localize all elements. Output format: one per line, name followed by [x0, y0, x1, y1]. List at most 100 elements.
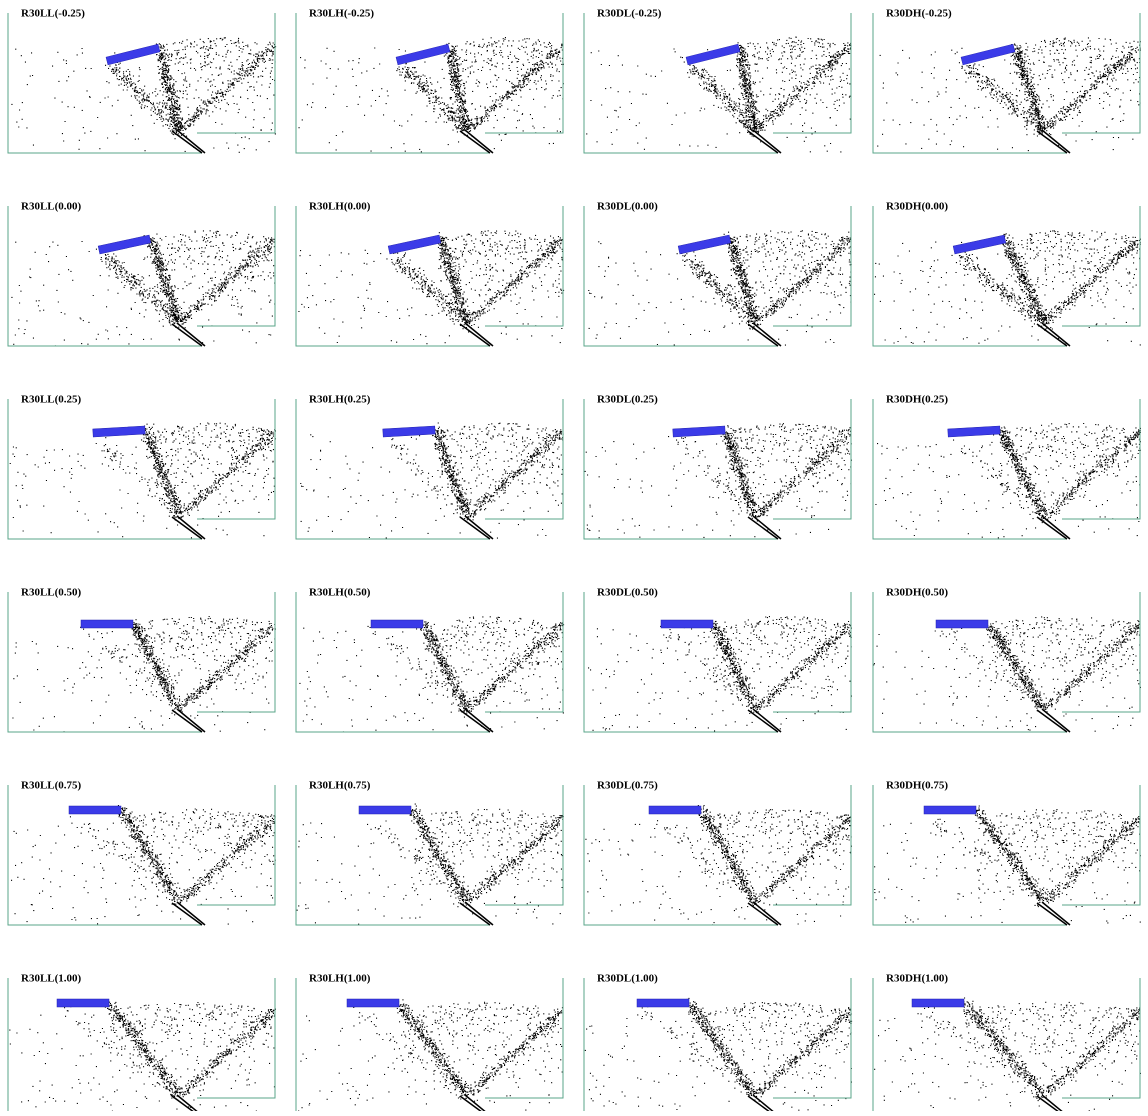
particles: [588, 231, 852, 345]
panel: R30DL(0.50): [584, 587, 852, 732]
panel: R30LL(-0.25): [8, 8, 276, 153]
plate: [948, 426, 1000, 437]
panel-label: R30DL(0.25): [597, 394, 658, 406]
container-frame: [873, 206, 1140, 346]
panel: R30DL(0.00): [584, 201, 852, 346]
container-frame: [873, 978, 1140, 1111]
page: {"rows": [ ["R30LL(-0.25)", "R30LH(-0.25…: [0, 0, 1148, 1111]
plate: [371, 620, 423, 628]
panel: R30LH(1.00): [296, 973, 564, 1111]
particles: [12, 617, 276, 732]
container-frame: [296, 206, 563, 346]
plate: [93, 426, 145, 437]
plate: [98, 235, 151, 254]
panel: R30DL(0.25): [584, 394, 852, 539]
chute: [460, 1095, 493, 1111]
container-frame: [8, 592, 275, 732]
plate: [69, 806, 121, 814]
plate: [347, 999, 399, 1007]
panel: R30DL(-0.25): [584, 8, 852, 153]
panel-label: R30DL(0.50): [597, 587, 658, 599]
panel: R30DH(0.75): [873, 780, 1141, 925]
plate: [961, 44, 1015, 65]
panel: R30LH(0.75): [296, 780, 564, 925]
container-frame: [584, 785, 851, 925]
panel-label: R30DH(0.50): [886, 587, 948, 599]
particles: [585, 424, 852, 538]
panel-label: R30LH(0.00): [309, 201, 371, 213]
plate: [924, 806, 976, 814]
particles: [875, 424, 1141, 538]
particles: [11, 231, 275, 346]
panel-label: R30DH(1.00): [886, 973, 948, 985]
panel: R30LH(0.00): [296, 201, 564, 346]
particles: [300, 423, 563, 538]
container-frame: [873, 785, 1140, 925]
container-frame: [8, 13, 275, 153]
figure: R30LL(-0.25) R30LH(-0.25) R30DL(-0.25) R30D…: [0, 0, 1148, 1111]
panel: R30LL(0.75): [8, 780, 276, 925]
panel-label: R30DL(1.00): [597, 973, 658, 985]
particles: [9, 1001, 276, 1111]
container-frame: [296, 13, 563, 153]
panel-label: R30LL(0.75): [21, 780, 82, 792]
plate: [912, 999, 964, 1007]
panel: R30LH(0.50): [296, 587, 564, 732]
panel-label: R30LL(-0.25): [21, 8, 85, 20]
chute: [748, 1095, 781, 1111]
container-frame: [873, 13, 1140, 153]
panel: R30DH(-0.25): [873, 8, 1141, 153]
plate: [396, 44, 450, 65]
plate: [637, 999, 689, 1007]
container-frame: [296, 785, 563, 925]
particles: [588, 617, 852, 731]
panel-label: R30DH(-0.25): [886, 8, 952, 20]
panel-label: R30LL(1.00): [21, 973, 82, 985]
panel-label: R30DH(0.00): [886, 201, 948, 213]
plate: [388, 235, 441, 254]
panel-label: R30LH(0.50): [309, 587, 371, 599]
particles: [874, 998, 1141, 1111]
container-frame: [8, 399, 275, 539]
container-frame: [584, 13, 851, 153]
plate: [106, 44, 160, 65]
particles: [11, 806, 276, 925]
plate: [81, 620, 133, 628]
container-frame: [296, 399, 563, 539]
panel: R30LL(0.50): [8, 587, 276, 732]
particles: [877, 38, 1141, 151]
panel: R30LH(-0.25): [296, 8, 564, 153]
plate: [953, 235, 1006, 254]
container-frame: [8, 206, 275, 346]
plate: [57, 999, 109, 1007]
particles: [10, 423, 276, 538]
panel-label: R30DH(0.75): [886, 780, 948, 792]
panel: R30DL(0.75): [584, 780, 852, 925]
plate: [359, 806, 411, 814]
panel-label: R30LL(0.25): [21, 394, 82, 406]
panel-label: R30DL(-0.25): [597, 8, 662, 20]
panel-label: R30LL(0.50): [21, 587, 82, 599]
particles: [873, 617, 1141, 731]
particles: [585, 806, 852, 925]
panel-label: R30DH(0.25): [886, 394, 948, 406]
plate: [661, 620, 713, 628]
plate: [649, 806, 701, 814]
panel-label: R30LH(0.75): [309, 780, 371, 792]
panel-label: R30LH(1.00): [309, 973, 371, 985]
chute: [1037, 1095, 1070, 1111]
panel: R30LL(0.25): [8, 394, 276, 539]
panel: R30DH(0.50): [873, 587, 1141, 732]
plate: [673, 426, 725, 437]
panel: R30LH(0.25): [296, 394, 564, 539]
particles: [874, 231, 1141, 345]
panel: R30LL(1.00): [8, 973, 276, 1111]
panel: R30LL(0.00): [8, 201, 276, 346]
plate: [678, 235, 731, 254]
particles: [298, 231, 564, 344]
container-frame: [873, 399, 1140, 539]
panel-label: R30LL(0.00): [21, 201, 82, 213]
container-frame: [584, 592, 851, 732]
plate: [383, 426, 435, 437]
panel-label: R30DL(0.00): [597, 201, 658, 213]
